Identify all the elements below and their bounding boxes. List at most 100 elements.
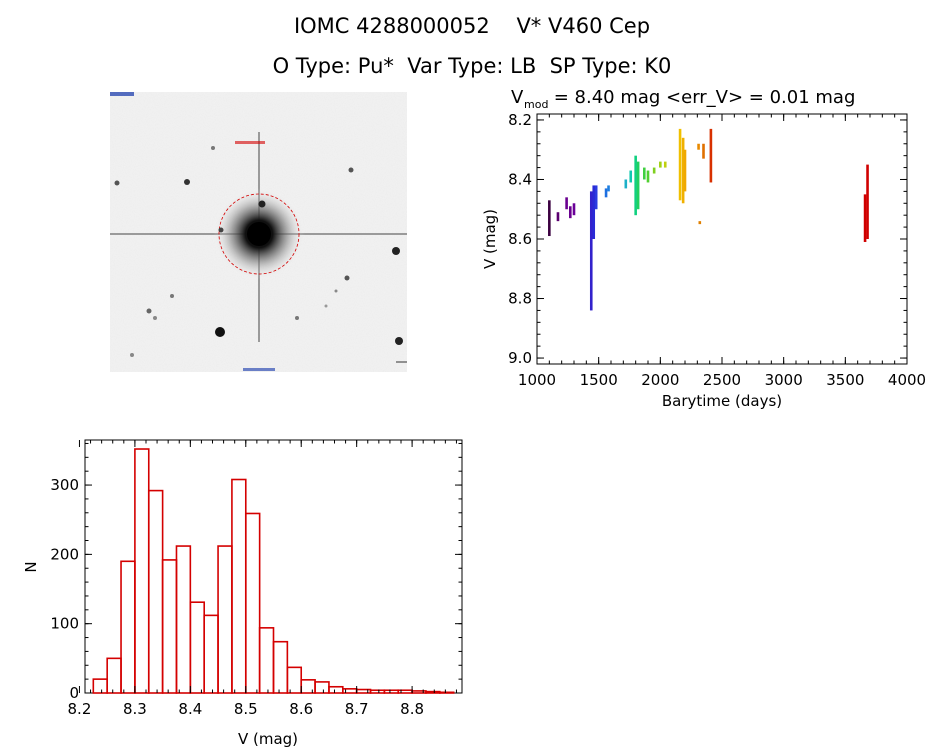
light-curve-points	[548, 128, 869, 311]
y-tick-label: 300	[50, 476, 79, 494]
field-star	[114, 180, 120, 186]
histogram-bar	[189, 601, 205, 694]
sky-image	[110, 92, 407, 372]
histogram-bar	[92, 678, 108, 694]
x-tick-label: 1500	[580, 371, 618, 389]
data-point-group	[681, 137, 685, 204]
data-point-group	[698, 221, 702, 225]
y-tick-label: 100	[50, 615, 79, 633]
data-point-group	[548, 200, 551, 237]
histogram-bar	[411, 690, 427, 694]
x-tick-label: 4000	[888, 371, 926, 389]
histogram-bar	[383, 689, 400, 694]
data-point-group	[697, 143, 700, 150]
y-tick-label: 8.4	[508, 170, 532, 188]
field-star	[392, 247, 400, 255]
histogram-bar	[120, 560, 136, 694]
x-tick-label: 3000	[765, 371, 803, 389]
histogram-x-label: V (mag)	[238, 730, 298, 747]
x-tick-label: 8.6	[289, 700, 313, 718]
y-tick-label: 0	[69, 684, 79, 702]
data-point-group	[678, 128, 682, 201]
data-point-group	[634, 155, 637, 216]
data-point-group	[624, 179, 628, 189]
field-star	[153, 316, 157, 320]
histogram-bar	[342, 688, 358, 694]
data-point-group	[569, 206, 572, 219]
light-curve-chart: V mod = 8.40 mag <err_V> = 0.01 mag 1000…	[481, 87, 926, 410]
data-point-group	[702, 143, 705, 159]
data-point-group	[663, 161, 667, 168]
scale-label-mark	[243, 368, 275, 371]
field-star	[324, 304, 328, 308]
field-star	[170, 294, 174, 298]
x-tick-label: 2500	[703, 371, 741, 389]
histogram-bar	[203, 614, 219, 694]
histogram-bar	[161, 559, 178, 694]
field-star	[395, 337, 403, 345]
data-point-group	[643, 167, 646, 180]
chart-title-line-1: IOMC 4288000052 V* V460 Cep	[293, 14, 651, 38]
histogram-bar	[106, 657, 122, 694]
histogram-bar	[147, 489, 164, 694]
data-point-group	[659, 161, 662, 168]
data-point-group	[629, 170, 633, 183]
field-star	[215, 327, 225, 337]
light-curve-title-rest: = 8.40 mag <err_V> = 0.01 mag	[548, 87, 855, 108]
x-tick-label: 8.7	[345, 700, 369, 718]
x-tick-label: 3500	[826, 371, 864, 389]
field-star	[184, 179, 190, 185]
data-point-group	[866, 164, 869, 239]
histogram-bars	[92, 448, 455, 694]
y-tick-label: 8.2	[508, 111, 532, 129]
y-tick-label: 8.8	[508, 290, 532, 308]
data-point-group	[592, 185, 596, 239]
histogram-ticks: 8.2 8.3 8.4 8.5 8.6 8.7 8.8 0 100 200 300	[50, 440, 462, 718]
x-tick-label: 8.4	[178, 700, 202, 718]
field-star	[334, 289, 338, 293]
data-point-group	[683, 149, 687, 192]
x-tick-label: 2000	[641, 371, 679, 389]
data-point-group	[594, 185, 598, 210]
data-point-group	[565, 197, 568, 210]
field-star	[130, 353, 134, 357]
data-point-group	[572, 203, 576, 216]
histogram-bar	[425, 690, 441, 694]
light-curve-title-sub: mod	[524, 98, 548, 111]
histogram-bar	[314, 681, 330, 694]
histogram-bar	[355, 688, 372, 694]
data-point-group	[863, 194, 867, 242]
data-point-group	[646, 170, 650, 183]
histogram-bar	[231, 478, 247, 694]
chart-title-line-2: O Type: Pu* Var Type: LB SP Type: K0	[272, 54, 672, 78]
field-star	[146, 308, 152, 314]
catalog-label-mark	[110, 92, 134, 96]
histogram-bar	[286, 666, 303, 694]
histogram-bar	[134, 448, 150, 694]
data-point-group	[556, 212, 560, 222]
histogram-bar	[439, 691, 455, 694]
y-tick-label: 8.6	[508, 230, 532, 248]
aperture-circle	[218, 193, 300, 275]
histogram-bar	[397, 689, 413, 694]
light-curve-y-label: V (mag)	[481, 209, 499, 269]
field-star	[344, 275, 350, 281]
data-point-group	[604, 188, 608, 198]
field-star	[218, 227, 224, 233]
histogram-y-label: N	[22, 561, 40, 572]
histogram-bar	[328, 685, 344, 694]
x-tick-label: 8.8	[400, 700, 424, 718]
data-point-group	[589, 191, 593, 311]
histogram-bar	[244, 512, 261, 694]
data-point-group	[636, 161, 640, 210]
target-star	[247, 222, 271, 246]
x-tick-label: 8.3	[123, 700, 147, 718]
x-tick-label: 8.2	[68, 700, 92, 718]
data-point-group	[607, 185, 610, 192]
field-star	[295, 316, 299, 320]
y-tick-label: 9.0	[508, 349, 532, 367]
data-point-group	[652, 167, 656, 174]
x-tick-label: 8.5	[234, 700, 258, 718]
data-point-group	[709, 128, 713, 183]
